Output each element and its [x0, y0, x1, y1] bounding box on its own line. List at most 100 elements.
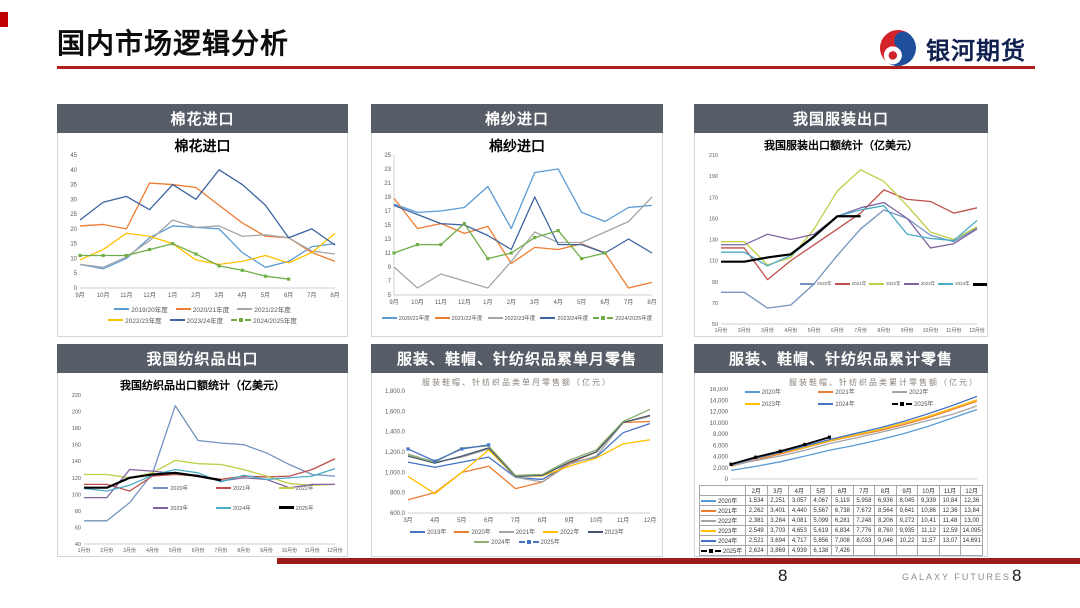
legend-label: 2022年 [886, 281, 901, 287]
table-cell: 4,717 [788, 535, 811, 546]
cumulative-retail-chart: 0 2,000 4,000 6,000 8,000 10,000 12,000 14,000 1… [695, 387, 987, 483]
legend-item: 2022年 [278, 484, 336, 492]
series-line-2020/21年度 [393, 168, 653, 230]
legend-item: 2021年 [498, 527, 535, 536]
table-row-label: 2022年 [699, 515, 746, 526]
brand-name: 银河期货 [926, 37, 1026, 65]
table-row: 2025年 2,624 3,869 4,939 6,138 7,426 [699, 545, 983, 556]
y-tick-label: 14,000 [710, 398, 729, 404]
table-cell: 7,008 [831, 535, 854, 546]
y-tick-label: 40 [70, 168, 77, 174]
x-tick-label: 3月 [214, 292, 223, 299]
yarn-import-legend: 2020/21年度 2021/22年度 2022/23年度 2023/24年度 2024… [372, 314, 662, 322]
y-tick-label: 23 [384, 167, 391, 173]
x-tick-label: 1月份 [715, 327, 728, 334]
y-tick-label: 120 [72, 476, 81, 482]
x-tick-label: 10月 [590, 517, 603, 524]
table-row-label: 2023年 [699, 525, 746, 536]
series-marker [263, 274, 268, 278]
legend-label: 2019/20年度 [131, 307, 168, 314]
table-cell [917, 545, 940, 556]
legend-label: 2020/21年度 [192, 307, 230, 314]
panel-header-label: 我国服装出口 [792, 111, 889, 128]
table-corner [699, 485, 746, 496]
legend-item: 2024年 [474, 537, 511, 546]
legend-label: 2019年 [427, 530, 447, 536]
legend-item: 2023年 [903, 281, 935, 287]
table-col-header: 10月 [917, 485, 940, 496]
table-cell: 3,057 [788, 495, 811, 506]
table-cell: 3,694 [766, 535, 790, 546]
legend-item: 2020/21年度 [381, 314, 430, 322]
table-col-header: 5月 [809, 485, 833, 496]
cumulative-retail-legend: 2020年 2021年 2022年 2023年 2024年 2025年 [744, 387, 958, 408]
series-line-2022年 [721, 169, 978, 266]
series-marker [754, 455, 758, 459]
series-marker [460, 447, 464, 451]
x-tick-label: 5月份 [808, 327, 821, 334]
legend-item: 2021年 [834, 281, 867, 287]
legend-item: 2020年 [701, 497, 745, 505]
legend-item: 2024年 [701, 537, 745, 545]
legend-label: 2022年 [909, 390, 929, 396]
legend-item: 2022年 [869, 281, 901, 287]
table-row-label: 2021年 [699, 505, 746, 516]
x-tick-label: 11月份 [946, 327, 961, 334]
series-marker [803, 442, 807, 447]
legend-item: 2020年 [153, 484, 210, 492]
series-marker [486, 257, 490, 261]
series-line-2025年 [721, 215, 861, 263]
legend-label: 2023年 [170, 505, 189, 512]
legend-item: 2024年 [938, 281, 970, 287]
panel-header: 棉纱进口 [371, 104, 663, 133]
y-tick-label: 8,000 [713, 432, 729, 438]
x-tick-label: 7月份 [215, 547, 228, 554]
legend-label: 2021年 [851, 281, 867, 287]
table-cell: 10,84 [938, 495, 962, 506]
x-tick-label: 3月 [403, 517, 412, 524]
table-row-label: 2020年 [699, 495, 746, 506]
x-tick-label: 2月份 [100, 547, 113, 554]
y-tick-label: 1,600.0 [385, 409, 406, 415]
y-tick-label: 16,000 [710, 387, 729, 393]
legend-item: 2021年 [818, 387, 884, 396]
table-cell: 11,48 [938, 515, 962, 526]
y-tick-label: 5 [74, 271, 78, 277]
legend-item: 2025年 [278, 504, 336, 512]
y-tick-label: 11 [385, 251, 392, 257]
table-cell: 8,564 [874, 505, 897, 516]
yarn-import-svg: 5 7 9 11 13 15 17 19 21 23 25 9月 10月 11月 12月 1月 2月 3月 4月 5月… [384, 153, 656, 306]
x-tick-label: 10月 [97, 292, 110, 299]
series-marker [729, 462, 733, 466]
x-tick-label: 4月份 [784, 327, 797, 334]
x-tick-label: 7月 [624, 299, 633, 306]
x-tick-label: 1月 [168, 292, 177, 299]
table-col-header: 6月 [831, 485, 854, 496]
series-line-2021/22年度 [393, 198, 653, 289]
series-line-2024年 [721, 205, 978, 267]
series-marker [240, 268, 244, 272]
legend-item: 2025年 [972, 281, 987, 287]
table-cell: 8,045 [895, 495, 919, 506]
series-marker [462, 222, 466, 226]
legend-label: 2024年 [955, 281, 970, 287]
monthly-retail-chart: 600.0 800.0 1,000.0 1,200.0 1,400.0 1,600.0 1,… [372, 387, 662, 525]
x-tick-label: 10月 [411, 299, 424, 306]
series-marker [78, 253, 82, 258]
legend-label: 2023年 [718, 529, 738, 535]
x-tick-label: 12月 [143, 292, 156, 299]
panel-body: 棉花进口 0 5 10 15 20 25 30 35 40 45 9月 10月 11月 12月 1月 2月 3月… [57, 133, 348, 337]
legend-label: 2025年 [723, 549, 743, 555]
table-cell: 2,381 [745, 515, 768, 526]
y-tick-label: 4,000 [713, 455, 729, 461]
x-tick-label: 4月份 [146, 547, 159, 554]
x-tick-label: 4月 [238, 292, 247, 299]
table-cell: 9,935 [895, 525, 919, 536]
y-tick-label: 17 [384, 209, 391, 215]
legend-label: 2025年 [540, 540, 560, 546]
legend-label: 2025年 [914, 402, 934, 408]
panel-body: 服装鞋帽、针纺织品类单月零售额（亿元） 600.0 800.0 1,000.0 1,2… [371, 373, 663, 557]
table-cell: 6,738 [831, 505, 854, 516]
table-cell: 13,07 [938, 535, 962, 546]
footer-brand: GALAXY FUTURES [902, 572, 1011, 582]
